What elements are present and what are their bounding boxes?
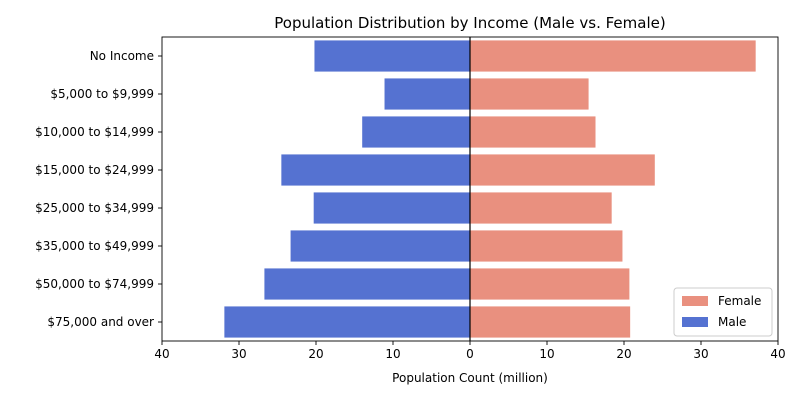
y-tick-label: $15,000 to $24,999 <box>35 163 154 177</box>
x-tick-label: 10 <box>539 347 554 361</box>
x-tick-label: 30 <box>231 347 246 361</box>
legend-label-male: Male <box>718 315 746 329</box>
y-tick-label: $25,000 to $34,999 <box>35 201 154 215</box>
bars-group <box>224 40 756 338</box>
y-axis-ticks: No Income $5,000 to $9,999 $10,000 to $14,… <box>35 49 162 329</box>
legend-swatch-male <box>682 317 708 327</box>
y-tick-label: $75,000 and over <box>47 315 154 329</box>
x-tick-label: 40 <box>154 347 169 361</box>
bar-male-5-000-to-9-999 <box>384 78 470 110</box>
y-tick-label: No Income <box>90 49 154 63</box>
bar-male-75-000-and-over <box>224 306 470 338</box>
x-tick-label: 20 <box>308 347 323 361</box>
x-tick-label: 0 <box>466 347 474 361</box>
y-tick-label: $35,000 to $49,999 <box>35 239 154 253</box>
bar-female-5-000-to-9-999 <box>470 78 589 110</box>
bar-female-35-000-to-49-999 <box>470 230 623 262</box>
bar-female-15-000-to-24-999 <box>470 154 655 186</box>
bar-female-75-000-and-over <box>470 306 631 338</box>
bar-male-50-000-to-74-999 <box>264 268 470 300</box>
plot-frame <box>161 36 779 342</box>
bar-male-10-000-to-14-999 <box>362 116 470 148</box>
x-tick-label: 20 <box>616 347 631 361</box>
x-tick-label: 10 <box>385 347 400 361</box>
x-tick-label: 40 <box>770 347 785 361</box>
x-axis-label: Population Count (million) <box>392 371 548 385</box>
legend: Female Male <box>673 287 773 337</box>
legend-label-female: Female <box>718 294 761 308</box>
y-tick-label: $5,000 to $9,999 <box>50 87 154 101</box>
bar-female-50-000-to-74-999 <box>470 268 630 300</box>
bar-male-35-000-to-49-999 <box>290 230 470 262</box>
x-tick-label: 30 <box>693 347 708 361</box>
bar-female-no-income <box>470 40 756 72</box>
chart-title: Population Distribution by Income (Male … <box>274 14 665 32</box>
bar-male-no-income <box>314 40 470 72</box>
bar-male-25-000-to-34-999 <box>313 192 470 224</box>
legend-swatch-female <box>682 296 708 306</box>
x-axis-ticks: 40 30 20 10 0 10 20 30 40 <box>154 341 786 361</box>
bar-male-15-000-to-24-999 <box>281 154 470 186</box>
bar-female-10-000-to-14-999 <box>470 116 596 148</box>
bar-female-25-000-to-34-999 <box>470 192 612 224</box>
y-tick-label: $50,000 to $74,999 <box>35 277 154 291</box>
y-tick-label: $10,000 to $14,999 <box>35 125 154 139</box>
